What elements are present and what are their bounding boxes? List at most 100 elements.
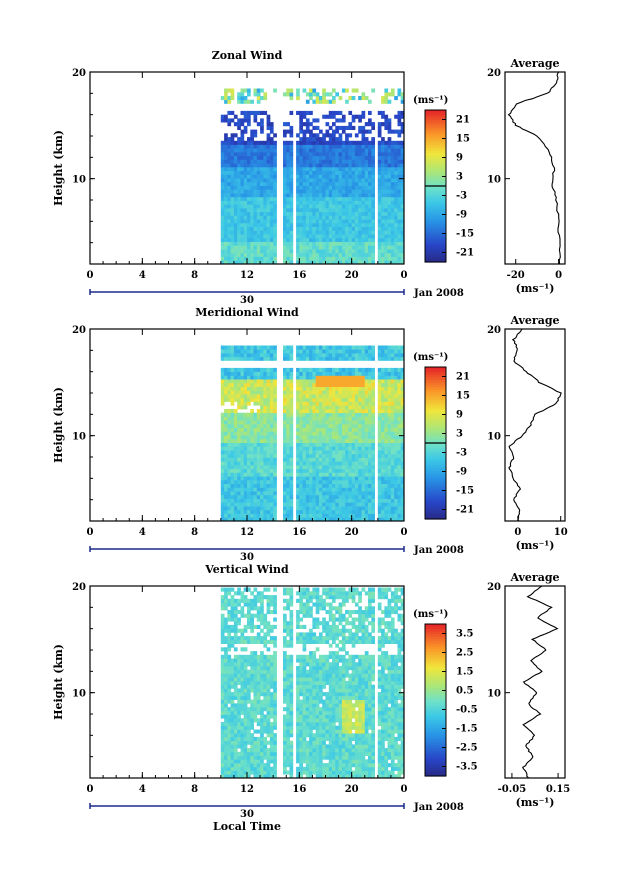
- heatmap-cell: [240, 647, 245, 652]
- heatmap-cell: [381, 196, 385, 201]
- heatmap-cell: [237, 230, 241, 235]
- heatmap-cell: [299, 170, 303, 175]
- heatmap-cell: [263, 450, 268, 455]
- heatmap-cell: [387, 491, 392, 496]
- heatmap-cell: [358, 129, 362, 134]
- heatmap-cell: [322, 181, 326, 186]
- heatmap-cell: [299, 491, 303, 496]
- heatmap-cell: [312, 416, 317, 421]
- heatmap-cell: [354, 371, 359, 376]
- heatmap-cell: [341, 435, 346, 440]
- heatmap-cell: [309, 405, 313, 410]
- heatmap-cell: [247, 196, 251, 201]
- heatmap-cell: [390, 234, 395, 239]
- heatmap-cell: [233, 114, 238, 119]
- colorbar-strip: [425, 435, 446, 439]
- heatmap-cell: [377, 494, 382, 499]
- heatmap-cell: [390, 423, 395, 428]
- heatmap-cell: [305, 129, 310, 134]
- heatmap-cell: [220, 420, 225, 425]
- heatmap-cell: [328, 349, 333, 354]
- heatmap-cell: [299, 260, 303, 265]
- heatmap-cell: [358, 494, 362, 499]
- heatmap-cell: [269, 371, 274, 376]
- heatmap-cell: [351, 241, 356, 246]
- heatmap-cell: [296, 371, 300, 376]
- heatmap-cell: [361, 382, 366, 387]
- heatmap-cell: [237, 639, 241, 644]
- heatmap-cell: [260, 144, 264, 149]
- heatmap-cell: [364, 122, 369, 127]
- heatmap-cell: [364, 226, 369, 231]
- heatmap-cell: [263, 170, 268, 175]
- heatmap-cell: [351, 174, 356, 179]
- colorbar-unit: (ms⁻¹): [413, 95, 448, 106]
- heatmap-cell: [237, 353, 241, 358]
- heatmap-cell: [233, 249, 238, 254]
- heatmap-cell: [387, 208, 392, 213]
- heatmap-cell: [224, 446, 228, 451]
- heatmap-cell: [230, 208, 235, 213]
- heatmap-cell: [286, 513, 290, 518]
- colorbar-strip: [425, 137, 446, 141]
- heatmap-cell: [322, 506, 326, 511]
- heatmap-cell: [364, 140, 369, 145]
- heatmap-cell: [354, 494, 359, 499]
- heatmap-cell: [305, 405, 310, 410]
- heatmap-cell: [237, 479, 241, 484]
- date-suffix: Jan 2008: [413, 545, 464, 556]
- heatmap-cell: [332, 367, 336, 372]
- heatmap-cell: [338, 125, 343, 130]
- heatmap-cell: [381, 409, 385, 414]
- heatmap-cell: [253, 420, 258, 425]
- heatmap-cell: [361, 483, 366, 488]
- heatmap-cell: [224, 353, 228, 358]
- heatmap-cell: [299, 442, 303, 447]
- heatmap-cell: [400, 401, 405, 406]
- heatmap-cell: [220, 181, 225, 186]
- heatmap-cell: [384, 166, 389, 171]
- heatmap-cell: [289, 234, 294, 239]
- heatmap-cell: [371, 215, 375, 220]
- heatmap-cell: [289, 394, 294, 399]
- heatmap-cell: [348, 193, 353, 198]
- heatmap-cell: [384, 487, 389, 492]
- heatmap-cell: [381, 390, 385, 395]
- heatmap-cell: [332, 479, 336, 484]
- heatmap-cell: [364, 371, 369, 376]
- heatmap-cell: [387, 367, 392, 372]
- heatmap-cell: [328, 465, 333, 470]
- heatmap-cell: [233, 472, 238, 477]
- heatmap-cell: [237, 96, 241, 101]
- heatmap-cell: [319, 155, 323, 160]
- heatmap-cell: [371, 502, 375, 507]
- heatmap-cell: [266, 438, 271, 443]
- heatmap-cell: [312, 465, 317, 470]
- heatmap-cell: [351, 431, 356, 436]
- heatmap-cell: [390, 249, 395, 254]
- heatmap-cell: [348, 215, 353, 220]
- heatmap-cell: [377, 420, 382, 425]
- heatmap-cell: [328, 155, 333, 160]
- heatmap-cell: [309, 450, 313, 455]
- heatmap-cell: [240, 606, 245, 611]
- heatmap-cell: [227, 714, 232, 719]
- heatmap-cell: [269, 427, 274, 432]
- heatmap-cell: [240, 744, 245, 749]
- heatmap-cell: [371, 461, 375, 466]
- heatmap-cell: [263, 200, 268, 205]
- heatmap-cell: [224, 707, 228, 712]
- heatmap-cell: [299, 125, 303, 130]
- heatmap-cell: [266, 237, 271, 242]
- colorbar-strip: [425, 239, 446, 243]
- heatmap-cell: [377, 241, 382, 246]
- heatmap-cell: [361, 416, 366, 421]
- heatmap-cell: [243, 367, 248, 372]
- heatmap-cell: [371, 491, 375, 496]
- heatmap-cell: [348, 483, 353, 488]
- heatmap-cell: [296, 174, 300, 179]
- heatmap-cell: [319, 386, 323, 391]
- heatmap-cell: [233, 241, 238, 246]
- heatmap-cell: [224, 722, 228, 727]
- heatmap-cell: [227, 692, 232, 697]
